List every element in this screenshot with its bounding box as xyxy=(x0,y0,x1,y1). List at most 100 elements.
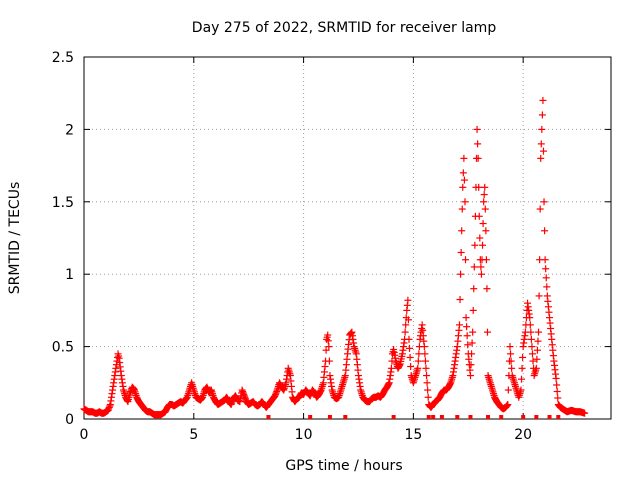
data-point xyxy=(527,328,535,336)
data-points xyxy=(80,96,589,419)
data-point xyxy=(507,357,515,365)
baseline-mark xyxy=(468,415,473,419)
data-point xyxy=(470,263,478,271)
data-point xyxy=(479,220,487,228)
data-point xyxy=(404,316,412,324)
data-point xyxy=(423,372,431,380)
data-point xyxy=(518,375,526,383)
data-point xyxy=(519,353,527,361)
data-point xyxy=(420,343,428,351)
data-point xyxy=(421,357,429,365)
data-point xyxy=(526,321,534,329)
grid-lines xyxy=(84,57,611,419)
y-tick-label: 2 xyxy=(65,122,74,138)
data-point xyxy=(540,198,548,206)
baseline-mark xyxy=(547,415,552,419)
data-point xyxy=(553,387,561,395)
data-point xyxy=(539,96,547,104)
y-axis-label: SRMTID / TECUs xyxy=(7,182,23,295)
x-tick-label: 20 xyxy=(514,427,532,443)
data-point xyxy=(414,364,422,372)
data-point xyxy=(482,256,490,264)
data-point xyxy=(421,350,429,358)
data-point xyxy=(463,332,471,340)
data-point xyxy=(552,374,560,382)
baseline-mark xyxy=(556,415,561,419)
data-point xyxy=(541,227,549,235)
data-point xyxy=(473,125,481,133)
data-point xyxy=(462,314,470,322)
data-point xyxy=(325,343,333,351)
data-point xyxy=(404,296,412,304)
data-point xyxy=(542,274,550,282)
baseline-mark xyxy=(521,415,526,419)
data-point xyxy=(506,343,514,351)
data-point xyxy=(477,263,485,271)
data-point xyxy=(462,256,470,264)
data-point xyxy=(456,296,464,304)
data-point xyxy=(424,386,432,394)
y-tick-label: 0 xyxy=(65,412,74,428)
data-point xyxy=(468,339,476,347)
chart-title: Day 275 of 2022, SRMTID for receiver lam… xyxy=(192,20,497,36)
data-point xyxy=(461,198,469,206)
baseline-mark xyxy=(327,415,332,419)
data-point xyxy=(471,241,479,249)
baseline-mark xyxy=(439,415,444,419)
plot-frame xyxy=(83,56,612,420)
data-point xyxy=(477,270,485,278)
data-point xyxy=(468,350,476,358)
data-point xyxy=(464,341,472,349)
data-point xyxy=(504,401,512,409)
data-point xyxy=(528,343,536,351)
data-point xyxy=(460,154,468,162)
data-point xyxy=(460,176,468,184)
baseline-mark xyxy=(391,415,396,419)
data-point xyxy=(407,363,415,371)
data-point xyxy=(469,328,477,336)
x-tick-label: 0 xyxy=(80,427,89,443)
data-point xyxy=(554,394,562,402)
data-point xyxy=(457,248,465,256)
y-tick-label: 0.5 xyxy=(52,340,74,356)
data-point xyxy=(459,183,467,191)
x-tick-label: 5 xyxy=(189,427,198,443)
data-point xyxy=(414,357,422,365)
data-point xyxy=(469,306,477,314)
data-point xyxy=(387,364,395,372)
baseline-mark xyxy=(308,415,313,419)
data-point xyxy=(482,227,490,235)
data-point xyxy=(402,321,410,329)
baseline-mark xyxy=(486,415,491,419)
data-point xyxy=(466,372,474,380)
y-tick-label: 1 xyxy=(65,267,74,283)
data-point xyxy=(458,227,466,235)
data-point xyxy=(508,364,516,372)
data-point xyxy=(518,364,526,372)
data-point xyxy=(481,183,489,191)
baseline-mark xyxy=(426,415,431,419)
data-point xyxy=(542,265,550,273)
data-point xyxy=(504,386,512,394)
data-point xyxy=(470,285,478,293)
data-point xyxy=(535,328,543,336)
data-point xyxy=(538,111,546,119)
data-point xyxy=(423,379,431,387)
baseline-mark xyxy=(343,415,348,419)
data-point xyxy=(474,154,482,162)
data-point xyxy=(458,205,466,213)
data-point xyxy=(322,346,330,354)
data-point xyxy=(424,393,432,401)
data-point xyxy=(474,140,482,148)
data-point xyxy=(541,256,549,264)
data-point xyxy=(507,350,515,358)
data-point xyxy=(480,191,488,199)
y-tick-label: 2.5 xyxy=(52,50,74,66)
baseline-mark xyxy=(266,415,271,419)
data-point xyxy=(455,321,463,329)
data-point xyxy=(463,323,471,331)
data-point xyxy=(533,346,541,354)
x-axis-label: GPS time / hours xyxy=(285,458,402,474)
data-point xyxy=(401,328,409,336)
